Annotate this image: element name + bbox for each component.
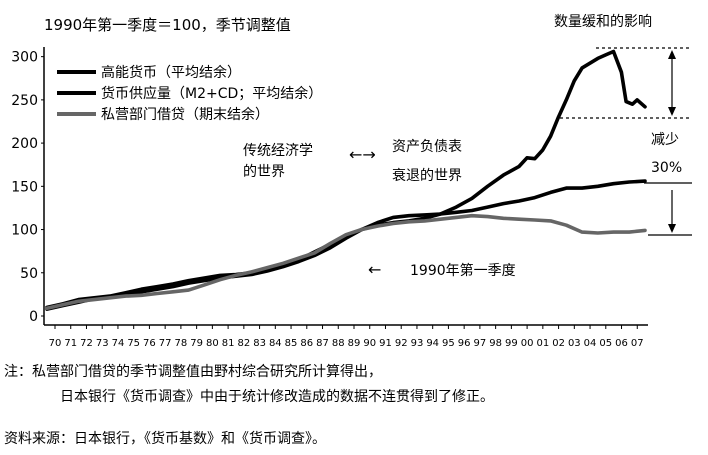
x-tick-label: 74 bbox=[112, 338, 125, 349]
x-tick-label: 92 bbox=[395, 338, 408, 349]
x-tick-label: 85 bbox=[285, 338, 298, 349]
y-tick-label: 100 bbox=[11, 223, 38, 239]
x-tick-label: 90 bbox=[363, 338, 376, 349]
x-tick-label: 06 bbox=[615, 338, 628, 349]
x-tick-label: 97 bbox=[474, 338, 487, 349]
series-layer bbox=[45, 49, 647, 311]
x-tick-label: 07 bbox=[631, 338, 644, 349]
y-tick-label: 0 bbox=[29, 309, 38, 325]
x-tick-label: 94 bbox=[426, 338, 439, 349]
annotation-base-period: 1990年第一季度 bbox=[410, 262, 516, 279]
x-tick-label: 99 bbox=[505, 338, 518, 349]
chart-title: 1990年第一季度＝100，季节调整值 bbox=[44, 16, 291, 34]
reduction-markers bbox=[560, 47, 692, 236]
money-supply-line bbox=[45, 179, 647, 310]
x-tick-label: 03 bbox=[568, 338, 581, 349]
x-tick-label: 93 bbox=[411, 338, 424, 349]
x-tick-label: 86 bbox=[300, 338, 313, 349]
note-line-1: 注：私营部门借贷的季节调整值由野村综合研究所计算得出， bbox=[4, 364, 382, 380]
annotation-recession-world-line1: 资产负债表 bbox=[392, 139, 462, 155]
x-tick-label: 71 bbox=[64, 338, 77, 349]
annotation-reduce-line2: 30% bbox=[651, 160, 682, 176]
x-tick-label: 05 bbox=[599, 338, 612, 349]
legend-label-private-lending: 私营部门借贷（期末结余） bbox=[101, 106, 269, 123]
x-tick-label: 73 bbox=[96, 338, 109, 349]
annotation-reduce-line1: 减少 bbox=[651, 132, 679, 148]
legend: 高能货币（平均结余） 货币供应量（M2+CD；平均结余） 私营部门借贷（期末结余… bbox=[57, 64, 322, 123]
x-tick-label: 78 bbox=[175, 338, 188, 349]
y-tick-label: 250 bbox=[11, 93, 38, 109]
y-tick-label: 150 bbox=[11, 179, 38, 195]
legend-label-money-supply: 货币供应量（M2+CD；平均结余） bbox=[101, 85, 322, 102]
x-tick-label: 81 bbox=[222, 338, 235, 349]
easing-effect-arrowhead-up bbox=[668, 50, 676, 59]
x-tick-label: 70 bbox=[49, 338, 62, 349]
annotation-traditional-world-line2: 的世界 bbox=[243, 164, 285, 180]
x-tick-label: 96 bbox=[458, 338, 471, 349]
x-axis-ticks: 70 71 72 73 74 75 76 77 78 79 80 81 82 83 84 85 86 87 88 89… bbox=[49, 325, 644, 349]
legend-label-monetary-base: 高能货币（平均结余） bbox=[101, 64, 241, 81]
annotation-base-period-arrow: ← bbox=[368, 260, 381, 279]
x-tick-label: 01 bbox=[536, 338, 549, 349]
x-tick-label: 91 bbox=[379, 338, 392, 349]
x-tick-label: 00 bbox=[521, 338, 534, 349]
annotation-recession-world-line2: 衰退的世界 bbox=[392, 167, 462, 184]
x-tick-label: 82 bbox=[237, 338, 250, 349]
x-tick-label: 95 bbox=[442, 338, 455, 349]
y-tick-label: 300 bbox=[11, 50, 38, 66]
private-lending-line bbox=[45, 213, 647, 310]
x-tick-label: 77 bbox=[159, 338, 172, 349]
x-tick-label: 72 bbox=[80, 338, 93, 349]
x-tick-label: 87 bbox=[316, 338, 329, 349]
y-tick-label: 200 bbox=[11, 136, 38, 152]
x-tick-label: 83 bbox=[253, 338, 266, 349]
x-tick-label: 02 bbox=[552, 338, 565, 349]
x-tick-label: 79 bbox=[190, 338, 203, 349]
easing-effect-arrowhead-down bbox=[668, 107, 676, 116]
annotation-easing-effect: 数量缓和的影响 bbox=[554, 14, 652, 30]
source-line: 资料来源：日本银行，《货币基数》和《货币调查》。 bbox=[4, 431, 326, 447]
annotation-double-arrow: ←→ bbox=[349, 145, 376, 164]
x-tick-label: 76 bbox=[143, 338, 156, 349]
x-tick-label: 98 bbox=[489, 338, 502, 349]
y-axis-ticks: 0 50 100 150 200 250 300 bbox=[11, 50, 44, 325]
annotations: 传统经济学 的世界 ←→ 资产负债表 衰退的世界 ← 1990年第一季度 数量缓… bbox=[243, 14, 682, 279]
x-tick-label: 88 bbox=[332, 338, 345, 349]
x-tick-label: 75 bbox=[127, 338, 140, 349]
y-tick-label: 50 bbox=[20, 266, 38, 282]
x-tick-label: 84 bbox=[269, 338, 282, 349]
x-tick-label: 89 bbox=[348, 338, 361, 349]
x-tick-label: 80 bbox=[206, 338, 219, 349]
reduction-arrowhead-down bbox=[668, 224, 676, 233]
note-line-2: 日本银行《货币调查》中由于统计修改造成的数据不连贯得到了修正。 bbox=[60, 389, 494, 405]
annotation-traditional-world-line1: 传统经济学 bbox=[243, 143, 313, 159]
x-tick-label: 04 bbox=[584, 338, 597, 349]
